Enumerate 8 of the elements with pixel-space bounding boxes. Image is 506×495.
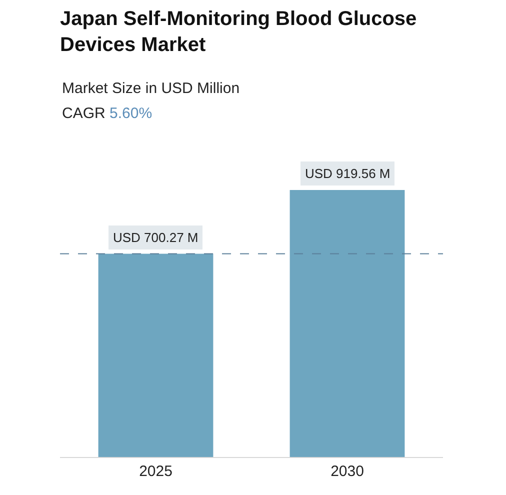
text: CAGR bbox=[62, 105, 106, 122]
chart-subtitle: Market Size in USD Million bbox=[62, 80, 240, 97]
data-label: USD 919.56 M bbox=[305, 166, 390, 181]
chart-title: Japan Self-Monitoring Blood Glucose Devices Market bbox=[60, 8, 417, 56]
data-label: USD 700.27 M bbox=[113, 230, 198, 245]
x-tick-label: 2030 bbox=[330, 463, 364, 480]
x-tick-label: 2025 bbox=[139, 463, 172, 480]
text: 5.60% bbox=[110, 105, 152, 122]
